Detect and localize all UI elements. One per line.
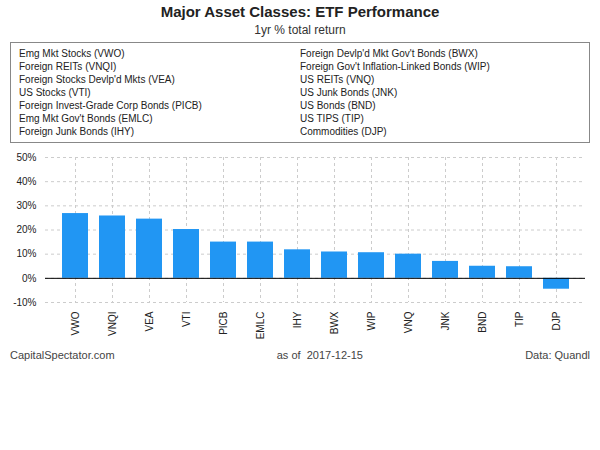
- html-text:Foreign Devlp'd Mkt Gov't Bond: Foreign Devlp'd Mkt Gov't Bonds (BWX): [300, 48, 478, 59]
- html-text:US Bonds (BND): US Bonds (BND): [300, 100, 376, 111]
- svg-text:50%: 50%: [16, 152, 36, 163]
- svg-text:VTI: VTI: [181, 312, 192, 328]
- svg-text:IHY: IHY: [292, 311, 303, 328]
- svg-text:VNQ: VNQ: [403, 311, 414, 333]
- html-text:Major Asset Classes: ETF Perfo: Major Asset Classes: ETF Performance: [160, 3, 440, 20]
- svg-text:TIP: TIP: [514, 311, 525, 327]
- html-text:US REITs (VNQ): US REITs (VNQ): [300, 74, 375, 85]
- html-text:US Junk Bonds (JNK): US Junk Bonds (JNK): [300, 87, 398, 98]
- html-text:Foreign Invest-Grade Corp Bond: Foreign Invest-Grade Corp Bonds (PICB): [19, 100, 202, 111]
- svg-text:WIP: WIP: [366, 311, 377, 330]
- svg-text:30%: 30%: [16, 200, 36, 211]
- svg-text:BND: BND: [477, 312, 488, 333]
- html-text:Data: Quandl: Data: Quandl: [525, 349, 590, 361]
- svg-text:0%: 0%: [22, 273, 37, 284]
- html-text:Emg Mkt Stocks (VWO): Emg Mkt Stocks (VWO): [19, 48, 125, 59]
- svg-text:VNQI: VNQI: [107, 312, 118, 336]
- html-text:Foreign Junk Bonds (IHY): Foreign Junk Bonds (IHY): [19, 126, 135, 137]
- svg-text:40%: 40%: [16, 176, 36, 187]
- html-text:Emg Mkt Gov't Bonds (EMLC): Emg Mkt Gov't Bonds (EMLC): [19, 113, 153, 124]
- svg-text:BWX: BWX: [329, 311, 340, 334]
- svg-text:PICB: PICB: [218, 311, 229, 335]
- html-text:Commodities (DJP): Commodities (DJP): [300, 126, 387, 137]
- svg-text:JNK: JNK: [440, 311, 451, 330]
- html-text:CapitalSpectator.com: CapitalSpectator.com: [10, 349, 115, 361]
- svg-text:20%: 20%: [16, 224, 36, 235]
- html-text:US Stocks (VTI): US Stocks (VTI): [19, 87, 91, 98]
- html-text:Foreign Gov't Inflation-Linked: Foreign Gov't Inflation-Linked Bonds (WI…: [300, 61, 490, 72]
- html-text:US TIPS (TIP): US TIPS (TIP): [300, 113, 364, 124]
- svg-text:VWO: VWO: [70, 311, 81, 335]
- html-text:1yr % total return: 1yr % total return: [254, 23, 346, 37]
- svg-text:10%: 10%: [16, 248, 36, 259]
- html-text:Foreign REITs (VNQI): Foreign REITs (VNQI): [19, 61, 117, 72]
- html-text:as of 2017-12-15: as of 2017-12-15: [276, 349, 363, 361]
- svg-text:DJP: DJP: [551, 311, 562, 330]
- svg-text:VEA: VEA: [144, 311, 155, 331]
- svg-text:EMLC: EMLC: [255, 312, 266, 340]
- html-text:Foreign Stocks Devlp'd Mkts (V: Foreign Stocks Devlp'd Mkts (VEA): [19, 74, 175, 85]
- svg-text:-10%: -10%: [13, 297, 36, 308]
